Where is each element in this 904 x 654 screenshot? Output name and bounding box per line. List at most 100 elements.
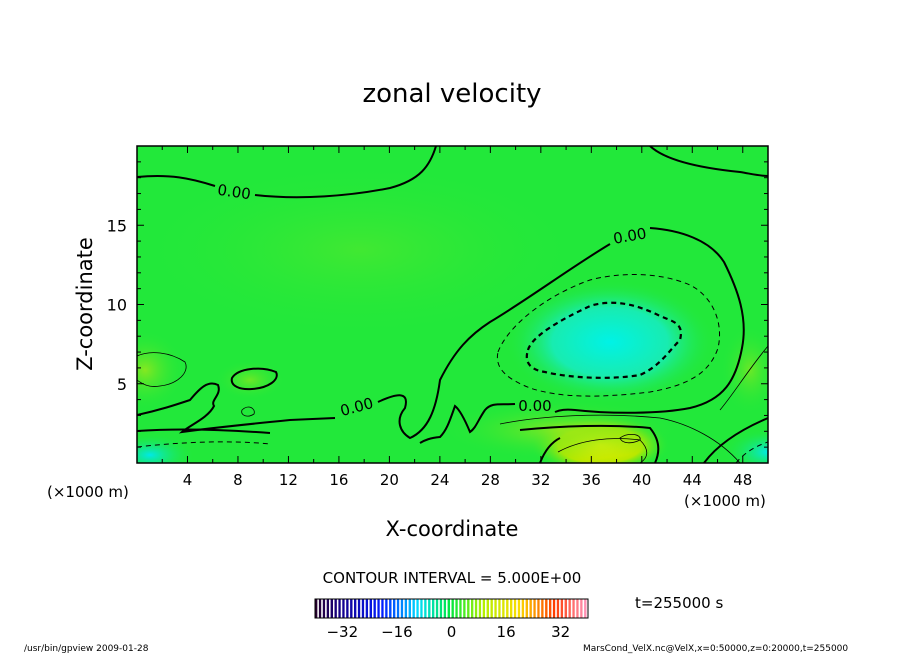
colorbar-swatch	[389, 599, 392, 618]
colorbar-gap	[387, 599, 390, 618]
colorbar-gap	[567, 599, 569, 618]
colorbar-gap	[356, 599, 358, 618]
x-tick-label: 48	[733, 471, 752, 489]
colorbar-gap	[469, 599, 471, 618]
colorbar-gap	[407, 599, 409, 618]
x-tick-label: 44	[683, 471, 702, 489]
colorbar-gap	[430, 599, 432, 618]
colorbar-gap	[512, 599, 514, 618]
colorbar-gap	[559, 599, 561, 618]
colorbar-swatch	[549, 599, 552, 618]
colorbar-swatch	[474, 599, 478, 618]
colorbar-swatch	[408, 599, 412, 618]
y-axis-label: Z-coordinate	[73, 237, 97, 371]
colorbar-frame	[314, 598, 589, 619]
colorbar-gap	[422, 599, 425, 618]
colorbar-swatch	[525, 599, 529, 618]
colorbar-swatch	[365, 599, 369, 618]
colorbar-swatch	[342, 599, 345, 618]
colorbar-gap	[586, 599, 588, 618]
colorbar-gap	[489, 599, 491, 618]
colorbar-gap	[574, 599, 577, 618]
colorbar-swatch	[537, 599, 540, 618]
colorbar-gap	[543, 599, 546, 618]
colorbar-swatch	[541, 599, 544, 618]
colorbar-gap	[333, 599, 335, 618]
colorbar-gap	[465, 599, 468, 618]
colorbar-gap	[352, 599, 354, 618]
colorbar-swatch	[576, 599, 579, 618]
x-tick-label: 28	[481, 471, 500, 489]
colorbar-gap	[555, 599, 557, 618]
colorbar-gap	[500, 599, 503, 618]
colorbar-ticks: −32 −16 0 16 32	[326, 623, 570, 641]
colorbar-gap	[570, 599, 573, 618]
colorbar-swatch	[486, 599, 490, 618]
colorbar-gap	[418, 599, 421, 618]
colorbar-swatch	[545, 599, 548, 618]
colorbar-swatch	[482, 599, 486, 618]
x-axis: 4 8 12 16 20 24 28 32 36 40 44 48	[136, 146, 769, 489]
footer-left: /usr/bin/gpview 2009-01-28	[24, 644, 149, 654]
velocity-field: 0.00 0.00 0.00 0.00	[137, 146, 768, 463]
colorbar-gap	[473, 599, 475, 618]
svg-text:0.00: 0.00	[612, 224, 648, 248]
colorbar-gap	[368, 599, 370, 618]
colorbar-swatch	[580, 599, 583, 618]
colorbar-tick-label: −16	[381, 623, 413, 641]
colorbar-gap	[411, 599, 413, 618]
colorbar-gap	[461, 599, 464, 618]
x-tick-label: 12	[279, 471, 298, 489]
colorbar-gap	[450, 599, 452, 618]
colorbar-gap	[516, 599, 518, 618]
colorbar-swatch	[435, 599, 439, 618]
colorbar-swatch	[552, 599, 556, 618]
colorbar-gap	[539, 599, 542, 618]
colorbar-swatch	[455, 599, 458, 618]
negative-contours	[137, 274, 768, 463]
footer-right: MarsCond_VelX.nc@VelX,x=0:50000,z=0:2000…	[583, 644, 848, 654]
colorbar-swatch	[517, 599, 521, 618]
x-tick-label: 24	[430, 471, 449, 489]
colorbar-gap	[399, 599, 401, 618]
chart-title: zonal velocity	[362, 79, 541, 109]
colorbar-gap	[578, 599, 581, 618]
colorbar-gap	[403, 599, 405, 618]
colorbar-gap	[485, 599, 487, 618]
x-tick-label: 20	[380, 471, 399, 489]
colorbar-gap	[434, 599, 436, 618]
colorbar-gap	[477, 599, 479, 618]
colorbar-swatch	[350, 599, 353, 618]
x-axis-label: X-coordinate	[386, 517, 519, 541]
colorbar-swatch	[556, 599, 560, 618]
colorbar-swatch	[513, 599, 517, 618]
colorbar-gap	[329, 599, 331, 618]
colorbar-swatch	[318, 599, 322, 618]
colorbar-gap	[414, 599, 417, 618]
colorbar-gap	[364, 599, 366, 618]
svg-text:0.00: 0.00	[518, 397, 551, 415]
colorbar-swatch	[529, 599, 532, 618]
colorbar-gap	[372, 599, 374, 618]
colorbar-swatch	[393, 599, 396, 618]
colorbar-gap	[582, 599, 585, 618]
colorbar-gap	[492, 599, 495, 618]
colorbar-swatch	[361, 599, 365, 618]
colorbar-gap	[531, 599, 534, 618]
colorbar-swatch	[330, 599, 334, 618]
colorbar-gap	[426, 599, 429, 618]
colorbar-gap	[395, 599, 397, 618]
y-tick-label: 15	[107, 216, 127, 235]
colorbar-gap	[524, 599, 526, 618]
colorbar-swatch	[459, 599, 462, 618]
colorbar-swatch	[502, 599, 505, 618]
colorbar-gap	[438, 599, 440, 618]
x-tick-label: 40	[632, 471, 651, 489]
x-tick-label: 4	[183, 471, 193, 489]
colorbar-swatch	[428, 599, 431, 618]
colorbar-gap	[375, 599, 378, 618]
x-tick-label: 32	[531, 471, 550, 489]
colorbar-gap	[547, 599, 549, 618]
colorbar-gap	[348, 599, 351, 618]
y-axis: 5 10 15	[107, 145, 768, 464]
